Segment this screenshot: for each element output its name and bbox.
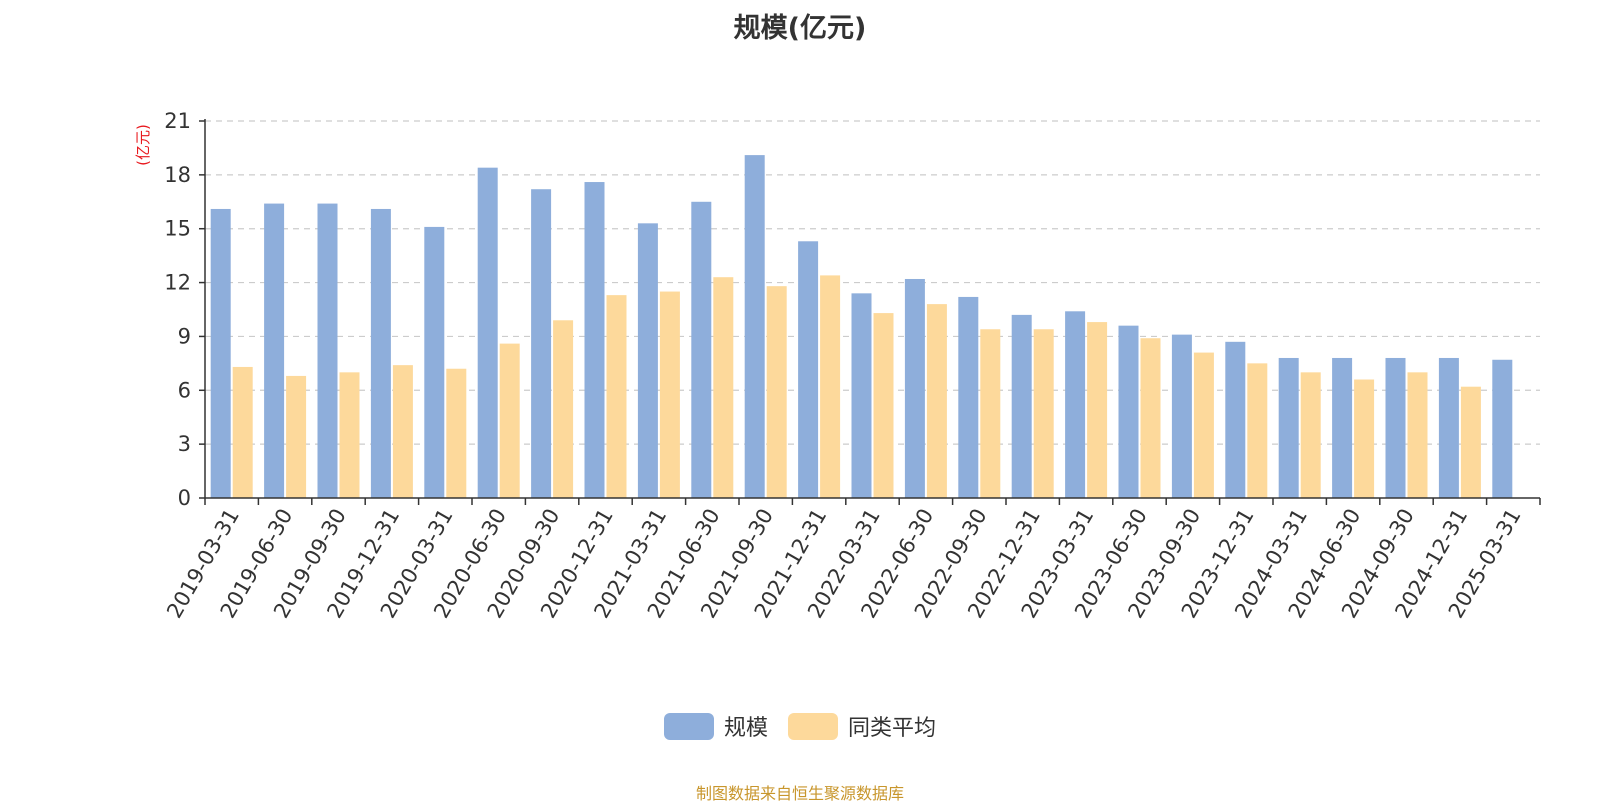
bar-peer-average-2019-12-31[interactable] <box>392 365 413 498</box>
bars <box>210 155 1513 499</box>
y-tick-label: 0 <box>178 486 191 510</box>
bar-peer-average-2022-12-31[interactable] <box>1033 329 1054 498</box>
bar-peer-average-2024-12-31[interactable] <box>1460 386 1481 498</box>
bar-peer-average-2021-12-31[interactable] <box>820 275 841 498</box>
bar-scale-2023-09-30[interactable] <box>1171 334 1192 498</box>
bar-scale-2020-12-31[interactable] <box>584 182 605 499</box>
bar-scale-2020-03-31[interactable] <box>424 226 445 498</box>
bar-peer-average-2024-06-30[interactable] <box>1354 379 1375 498</box>
bar-scale-2019-12-31[interactable] <box>370 208 391 498</box>
bar-scale-2024-03-31[interactable] <box>1278 357 1299 498</box>
bar-peer-average-2023-06-30[interactable] <box>1140 338 1161 498</box>
bar-peer-average-2020-03-31[interactable] <box>446 368 467 498</box>
legend-item-scale[interactable]: 规模 <box>663 710 768 742</box>
chart-title: 规模(亿元) <box>733 13 867 44</box>
bar-scale-2022-09-30[interactable] <box>958 296 979 498</box>
bar-scale-2020-06-30[interactable] <box>477 167 498 498</box>
bar-scale-2022-06-30[interactable] <box>904 278 925 498</box>
bar-peer-average-2019-03-31[interactable] <box>232 366 253 498</box>
bar-peer-average-2020-06-30[interactable] <box>499 343 520 498</box>
bar-peer-average-2021-09-30[interactable] <box>766 286 787 498</box>
y-tick-label: 12 <box>164 271 191 295</box>
bar-scale-2021-06-30[interactable] <box>691 201 712 499</box>
bar-peer-average-2023-12-31[interactable] <box>1247 363 1268 498</box>
bar-peer-average-2022-03-31[interactable] <box>873 313 894 498</box>
y-tick-label: 9 <box>178 324 191 348</box>
bar-peer-average-2019-06-30[interactable] <box>286 375 307 498</box>
axes <box>199 119 1541 505</box>
bar-scale-2024-06-30[interactable] <box>1332 357 1353 498</box>
bar-scale-2021-03-31[interactable] <box>637 223 658 499</box>
legend-item-peer-average[interactable]: 同类平均 <box>788 710 936 742</box>
bar-scale-2021-09-30[interactable] <box>744 155 765 498</box>
y-tick-label: 18 <box>164 163 191 187</box>
y-axis-unit-label: (亿元) <box>134 124 152 166</box>
bar-scale-2023-06-30[interactable] <box>1118 325 1139 498</box>
bar-peer-average-2021-06-30[interactable] <box>713 277 734 498</box>
bar-scale-2019-06-30[interactable] <box>264 203 285 499</box>
legend-label-peer-average: 同类平均 <box>848 716 937 741</box>
bar-peer-average-2019-09-30[interactable] <box>339 372 360 498</box>
bar-peer-average-2022-09-30[interactable] <box>980 329 1001 498</box>
source-note: 制图数据来自恒生聚源数据库 <box>695 784 904 803</box>
bar-peer-average-2023-09-30[interactable] <box>1193 352 1214 498</box>
bar-scale-2022-03-31[interactable] <box>851 293 872 498</box>
bar-scale-2022-12-31[interactable] <box>1011 314 1032 498</box>
bar-scale-2019-03-31[interactable] <box>210 208 231 498</box>
bar-scale-2023-03-31[interactable] <box>1065 311 1086 498</box>
legend-swatch-scale <box>663 712 714 740</box>
bar-peer-average-2020-12-31[interactable] <box>606 295 627 498</box>
bar-scale-2024-09-30[interactable] <box>1385 357 1406 498</box>
legend-label-scale: 规模 <box>723 716 768 741</box>
bar-peer-average-2023-03-31[interactable] <box>1087 322 1108 498</box>
y-tick-label: 3 <box>178 432 191 456</box>
bar-peer-average-2024-09-30[interactable] <box>1407 372 1428 498</box>
bar-peer-average-2020-09-30[interactable] <box>553 320 574 498</box>
bar-peer-average-2021-03-31[interactable] <box>659 291 680 498</box>
bar-scale-2023-12-31[interactable] <box>1225 341 1246 498</box>
bar-scale-2021-12-31[interactable] <box>798 241 819 498</box>
tick-labels: 0369121518212019-03-312019-06-302019-09-… <box>162 109 1525 622</box>
bar-scale-2020-09-30[interactable] <box>531 189 552 498</box>
bar-peer-average-2022-06-30[interactable] <box>926 304 947 498</box>
bar-peer-average-2024-03-31[interactable] <box>1300 372 1321 498</box>
y-tick-label: 6 <box>178 378 191 402</box>
bar-scale-2019-09-30[interactable] <box>317 203 338 499</box>
legend-swatch-peer-average <box>788 712 838 740</box>
y-tick-label: 15 <box>164 217 191 241</box>
legend: 规模 同类平均 <box>0 710 1600 742</box>
bar-scale-2025-03-31[interactable] <box>1492 359 1513 498</box>
y-tick-label: 21 <box>164 109 191 133</box>
bar-scale-2024-12-31[interactable] <box>1438 357 1459 498</box>
